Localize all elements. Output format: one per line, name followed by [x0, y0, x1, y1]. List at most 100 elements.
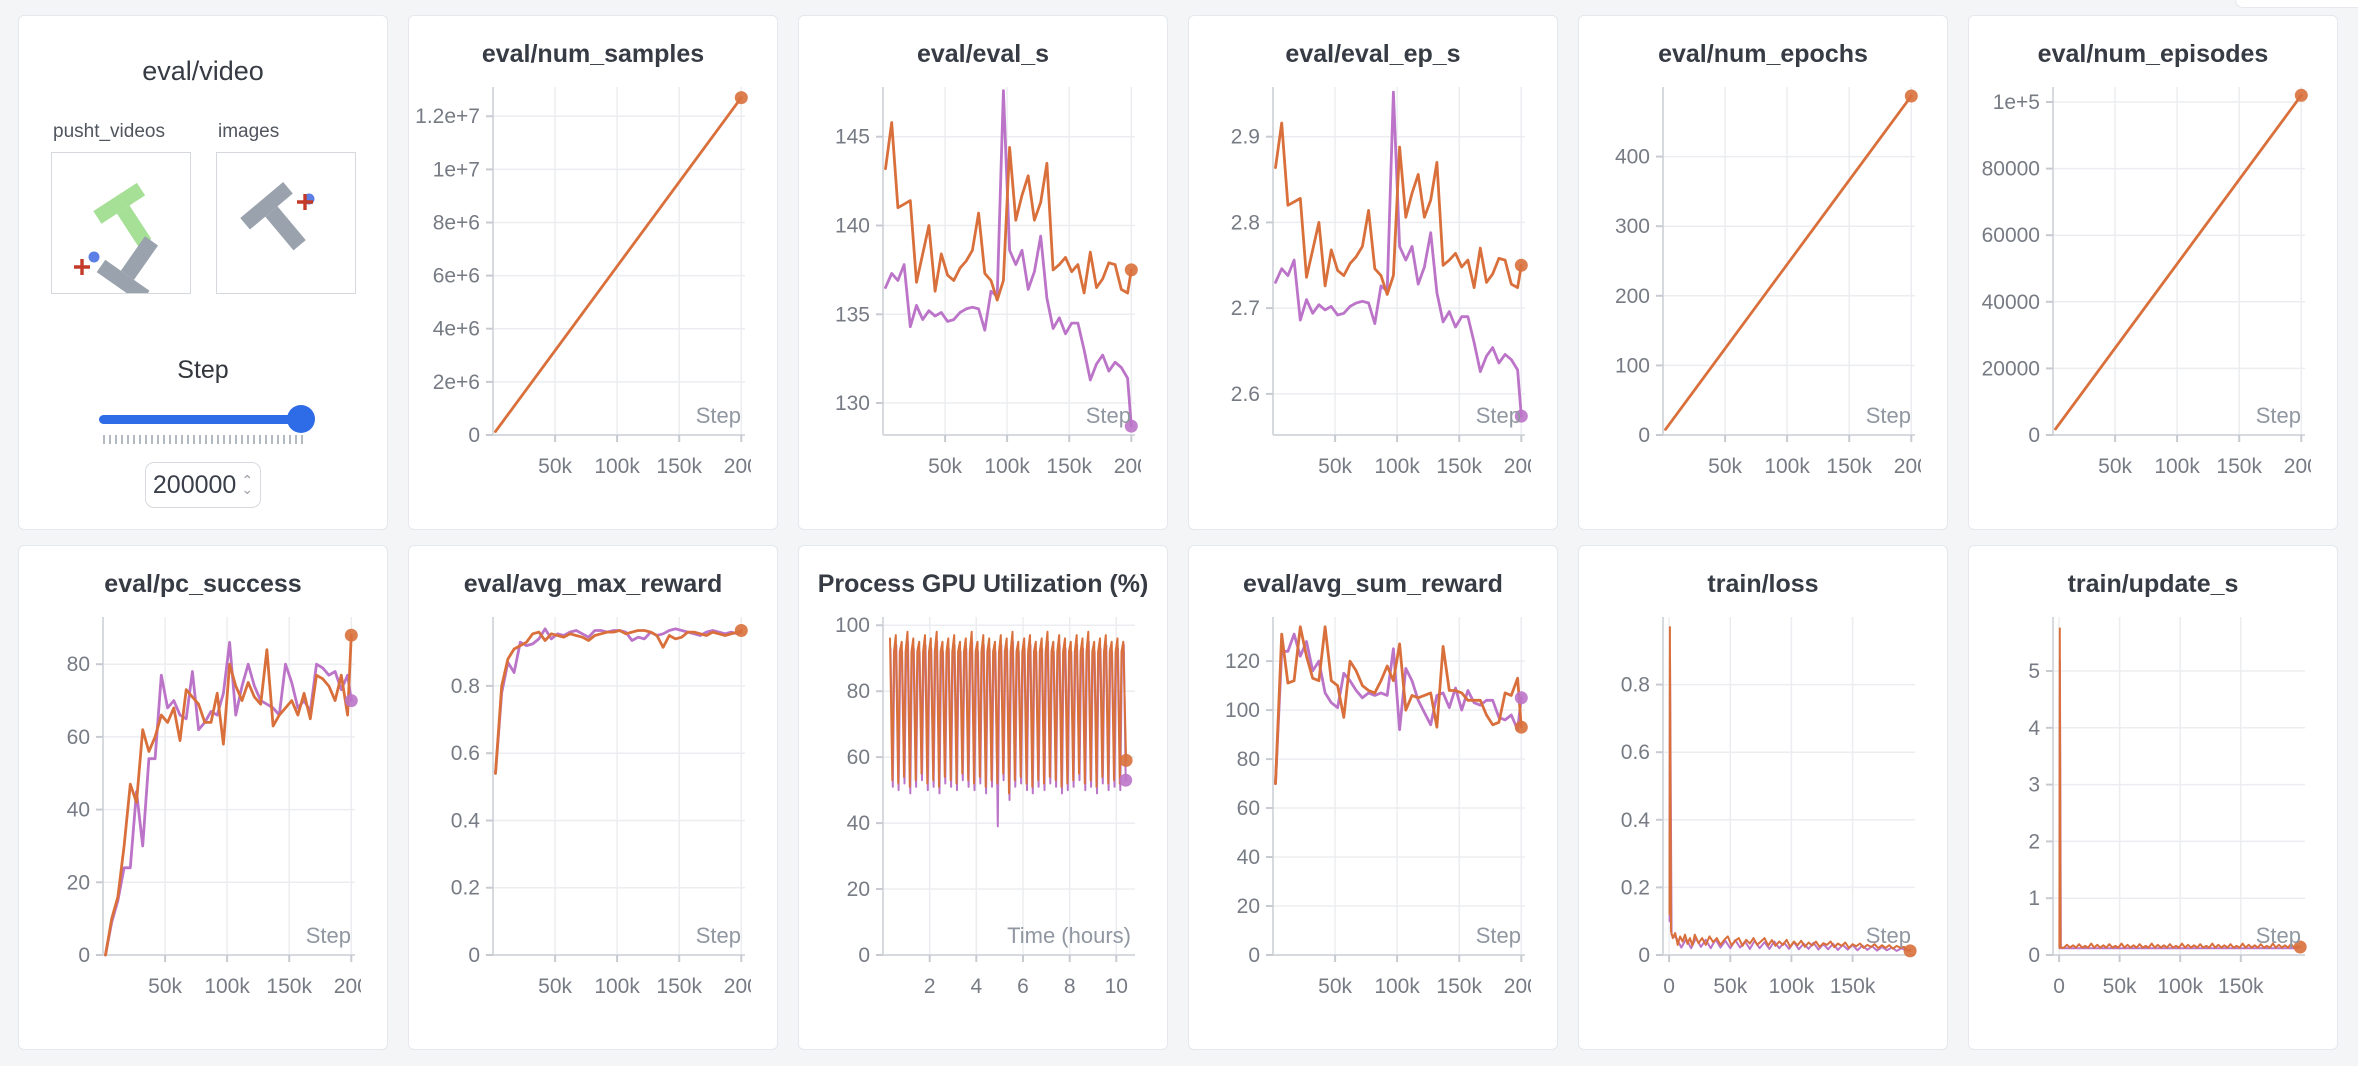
svg-text:130: 130	[835, 392, 870, 415]
slider-track[interactable]	[99, 415, 307, 424]
chart-title: eval/avg_max_reward	[463, 570, 723, 598]
chart-canvas-eval-avg-sum-reward[interactable]: 50k 100k 150k 200 0 20 40 60 80 100 120 Step	[1189, 605, 1539, 1015]
panel-eval-num-epochs[interactable]: eval/num_epochs 50k 100k 150k 200 0 100 200 300…	[1578, 15, 1948, 530]
svg-text:50k: 50k	[538, 455, 572, 478]
svg-text:150k: 150k	[1826, 455, 1872, 478]
svg-text:60: 60	[847, 746, 870, 769]
svg-text:100k: 100k	[1374, 455, 1420, 478]
chart-canvas-eval-num-epochs[interactable]: 50k 100k 150k 200 0 100 200 300 400 Step	[1579, 75, 1929, 495]
svg-text:10: 10	[1105, 975, 1128, 998]
svg-text:140: 140	[835, 215, 870, 238]
svg-text:0: 0	[78, 944, 90, 967]
svg-text:0: 0	[1248, 944, 1260, 967]
svg-text:0.6: 0.6	[451, 742, 480, 765]
panel-eval-num-episodes[interactable]: eval/num_episodes 50k 100k 150k 200 0 20000 40…	[1968, 15, 2338, 530]
chart-title: eval/num_samples	[481, 40, 705, 68]
panel-train-update-s[interactable]: train/update_s 0 50k 100k 150k 0 1 2 3 4 5 Step	[1968, 545, 2338, 1050]
svg-text:1: 1	[2028, 887, 2040, 910]
svg-text:60: 60	[1237, 797, 1260, 820]
svg-text:200: 200	[1114, 455, 1141, 478]
svg-text:0.8: 0.8	[451, 675, 480, 698]
svg-text:0: 0	[1663, 975, 1675, 998]
panel-train-loss[interactable]: train/loss 0 50k 100k 150k 0 0.2 0.4 0.6 0.8 Step	[1578, 545, 1948, 1050]
chart-title: Process GPU Utilization (%)	[817, 570, 1149, 598]
step-number-input[interactable]: 200000 ⌃ ⌄	[145, 462, 261, 508]
svg-text:150k: 150k	[266, 975, 312, 998]
svg-text:80000: 80000	[1982, 158, 2040, 181]
chart-canvas-eval-eval-s[interactable]: 50k 100k 150k 200 130 135 140 145 Step	[799, 75, 1149, 495]
svg-text:0: 0	[1638, 424, 1650, 447]
svg-text:0: 0	[2028, 424, 2040, 447]
slider-handle[interactable]	[287, 405, 315, 433]
media-item-pusht-videos: pusht_videos	[51, 121, 191, 304]
media-item-images: images	[216, 121, 356, 294]
svg-text:100k: 100k	[1764, 455, 1810, 478]
svg-text:20: 20	[1237, 895, 1260, 918]
video-thumbnail[interactable]	[51, 152, 191, 304]
svg-text:50k: 50k	[2103, 975, 2137, 998]
svg-text:0: 0	[2028, 944, 2040, 967]
panel-eval-video[interactable]: eval/video pusht_videos	[18, 15, 388, 530]
chart-canvas-eval-num-samples[interactable]: 50k 100k 150k 200 0 2e+6 4e+6 6e+6 8e+6 1e+7 1.2e+…	[409, 75, 759, 495]
svg-text:40: 40	[67, 799, 90, 822]
svg-text:0: 0	[468, 424, 480, 447]
svg-text:Step: Step	[1086, 403, 1131, 428]
svg-text:100k: 100k	[594, 975, 640, 998]
svg-text:150k: 150k	[1436, 975, 1482, 998]
svg-text:6: 6	[1017, 975, 1029, 998]
svg-text:150k: 150k	[1046, 455, 1092, 478]
svg-text:100k: 100k	[984, 455, 1030, 478]
svg-text:300: 300	[1615, 215, 1650, 238]
panel-eval-num-samples[interactable]: eval/num_samples 50k 100k 150k 200 0 2e+6 4e+6…	[408, 15, 778, 530]
svg-text:Step: Step	[1476, 923, 1521, 948]
chart-canvas-train-update-s[interactable]: 0 50k 100k 150k 0 1 2 3 4 5 Step	[1969, 605, 2311, 1015]
svg-text:0: 0	[1638, 944, 1650, 967]
chart-canvas-eval-eval-ep-s[interactable]: 50k 100k 150k 200 2.6 2.7 2.8 2.9 Step	[1189, 75, 1539, 495]
media-row: pusht_videos	[51, 121, 387, 304]
svg-text:4e+6: 4e+6	[433, 318, 480, 341]
svg-text:150k: 150k	[1436, 455, 1482, 478]
svg-text:50k: 50k	[1318, 975, 1352, 998]
svg-text:2.9: 2.9	[1231, 126, 1260, 149]
panel-title: eval/video	[142, 56, 264, 86]
chart-canvas-eval-pc-success[interactable]: 50k 100k 150k 200 0 20 40 60 80 Step	[19, 605, 369, 1015]
media-label: images	[218, 121, 280, 142]
svg-text:200: 200	[1894, 455, 1921, 478]
svg-text:1e+7: 1e+7	[433, 158, 480, 181]
step-value[interactable]: 200000	[152, 470, 237, 499]
svg-text:1e+5: 1e+5	[1993, 91, 2040, 114]
step-down-icon[interactable]: ⌄	[241, 481, 254, 497]
partial-panel-above	[2235, 0, 2358, 8]
step-slider[interactable]	[99, 405, 315, 433]
panel-eval-eval-s[interactable]: eval/eval_s 50k 100k 150k 200 130 135 140 145 St…	[798, 15, 1168, 530]
svg-text:60: 60	[67, 726, 90, 749]
chart-canvas-train-loss[interactable]: 0 50k 100k 150k 0 0.2 0.4 0.6 0.8 Step	[1579, 605, 1921, 1015]
chart-title: eval/num_epochs	[1658, 40, 1868, 68]
svg-text:Time (hours): Time (hours)	[1007, 923, 1131, 948]
svg-text:200: 200	[724, 455, 751, 478]
svg-text:50k: 50k	[1318, 455, 1352, 478]
svg-text:150k: 150k	[2216, 455, 2262, 478]
panel-eval-avg-sum-reward[interactable]: eval/avg_sum_reward 50k 100k 150k 200 0 20 40 6…	[1188, 545, 1558, 1050]
svg-text:4: 4	[970, 975, 982, 998]
svg-text:Step: Step	[2256, 403, 2301, 428]
svg-text:80: 80	[847, 680, 870, 703]
svg-text:2.7: 2.7	[1231, 297, 1260, 320]
panel-process-gpu-utilization[interactable]: Process GPU Utilization (%) 2 4 6 8 10 0 20 40 6…	[798, 545, 1168, 1050]
svg-text:0.4: 0.4	[451, 810, 481, 833]
svg-text:1.2e+7: 1.2e+7	[415, 105, 480, 128]
panel-eval-pc-success[interactable]: eval/pc_success 50k 100k 150k 200 0 20 40 60 80 S…	[18, 545, 388, 1050]
svg-text:100k: 100k	[204, 975, 250, 998]
chart-canvas-eval-avg-max-reward[interactable]: 50k 100k 150k 200 0 0.2 0.4 0.6 0.8 Step	[409, 605, 759, 1015]
stepper-arrows[interactable]: ⌃ ⌄	[241, 472, 254, 497]
step-up-icon[interactable]: ⌃	[241, 472, 254, 488]
image-thumbnail[interactable]	[216, 152, 356, 294]
chart-title: eval/eval_s	[916, 40, 1050, 68]
panel-eval-eval-ep-s[interactable]: eval/eval_ep_s 50k 100k 150k 200 2.6 2.7 2.8 2.…	[1188, 15, 1558, 530]
svg-text:100: 100	[835, 614, 870, 637]
svg-text:100k: 100k	[1374, 975, 1420, 998]
panel-eval-avg-max-reward[interactable]: eval/avg_max_reward 50k 100k 150k 200 0 0.2 0.…	[408, 545, 778, 1050]
svg-text:20: 20	[847, 878, 870, 901]
chart-canvas-eval-num-episodes[interactable]: 50k 100k 150k 200 0 20000 40000 60000 80000 1e+5 S…	[1969, 75, 2319, 495]
